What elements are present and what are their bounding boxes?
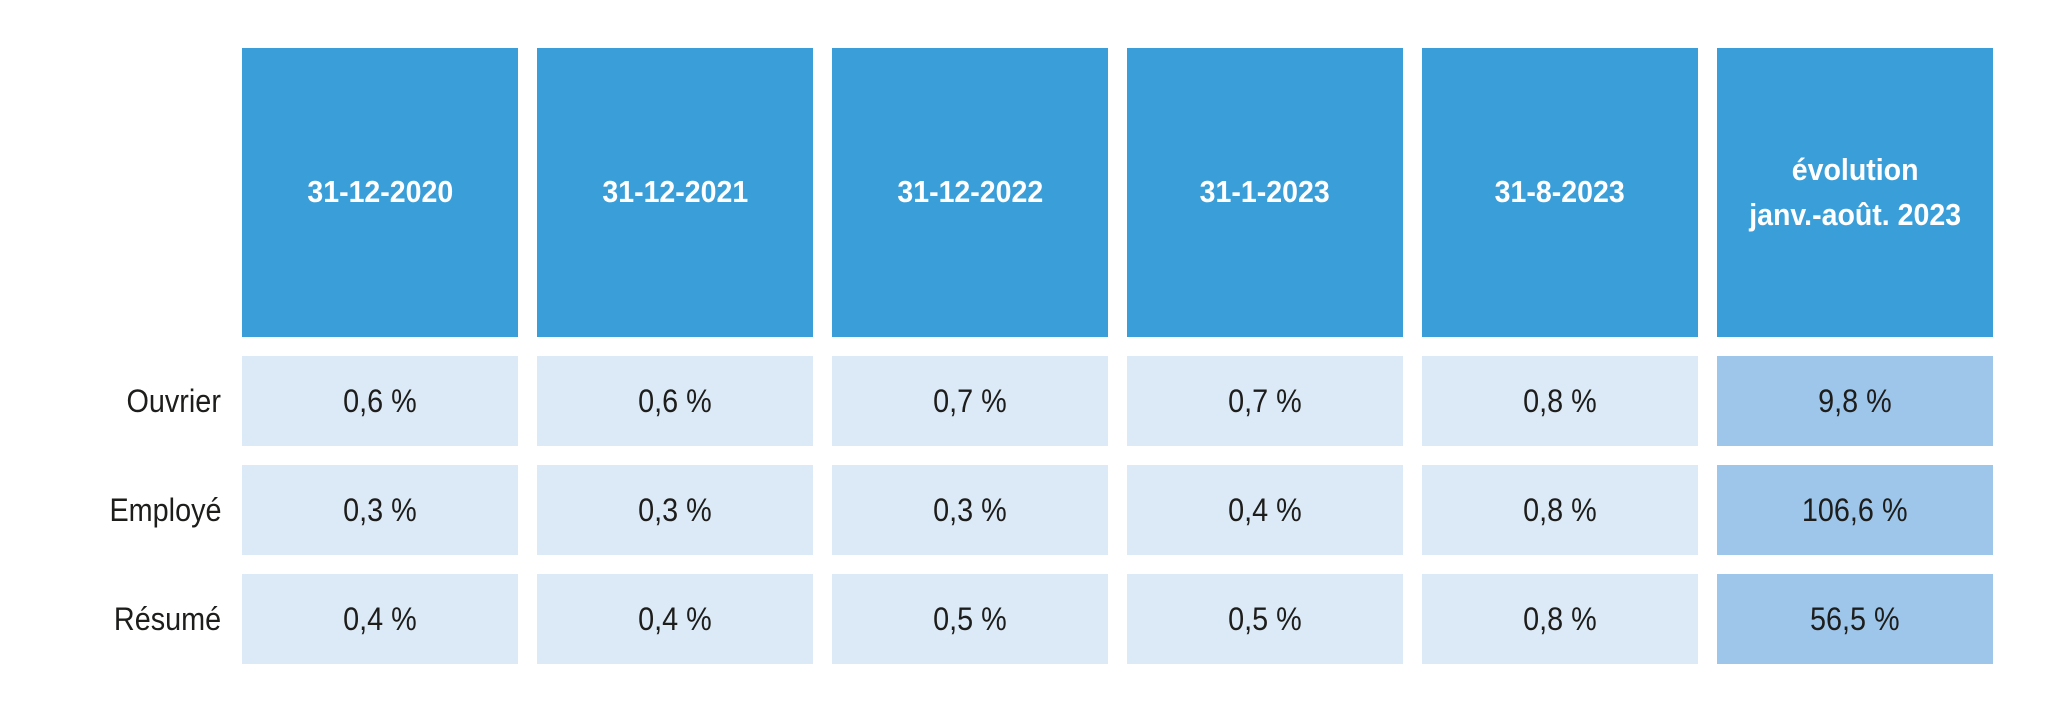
row-label-employe: Employé [0,465,223,555]
cell-value: 0,3 % [638,491,712,528]
corner-spacer [0,48,223,337]
table-cell: 0,8 % [1422,574,1698,664]
cell-value: 0,3 % [343,491,417,528]
table-cell: 0,5 % [832,574,1108,664]
column-header-label: 31-12-2020 [307,174,453,210]
column-header-31-12-2021: 31-12-2021 [537,48,813,337]
column-header-31-12-2020: 31-12-2020 [242,48,518,337]
column-header-label: évolution janv.-août. 2023 [1749,148,1961,238]
evolution-header-line1: évolution [1791,151,1919,187]
column-header-evolution: évolution janv.-août. 2023 [1717,48,1993,337]
table-cell: 0,4 % [1127,465,1403,555]
row-label-ouvrier: Ouvrier [0,356,223,446]
row-label-text: Employé [108,491,221,528]
table-cell: 0,3 % [537,465,813,555]
cell-value: 0,6 % [343,382,417,419]
table-cell: 0,5 % [1127,574,1403,664]
table-cell: 0,8 % [1422,356,1698,446]
column-header-31-1-2023: 31-1-2023 [1127,48,1403,337]
column-header-label: 31-12-2022 [897,174,1043,210]
table-cell-evolution: 106,6 % [1717,465,1993,555]
column-header-label: 31-8-2023 [1494,174,1626,210]
column-header-label: 31-1-2023 [1199,174,1331,210]
table-cell: 0,6 % [537,356,813,446]
cell-value: 0,5 % [933,600,1007,637]
table-cell: 0,3 % [242,465,518,555]
table-cell: 0,7 % [1127,356,1403,446]
cell-value: 0,3 % [933,491,1007,528]
cell-value: 0,7 % [1228,382,1302,419]
table-cell: 0,4 % [537,574,813,664]
table-cell: 0,7 % [832,356,1108,446]
cell-value: 0,7 % [933,382,1007,419]
cell-value: 0,4 % [343,600,417,637]
table-cell: 0,6 % [242,356,518,446]
table-cell: 0,3 % [832,465,1108,555]
column-header-label: 31-12-2021 [602,174,748,210]
cell-value: 56,5 % [1810,600,1900,637]
table-cell: 0,4 % [242,574,518,664]
table: 31-12-2020 31-12-2021 31-12-2022 31-1-20… [0,48,1993,664]
table-cell-evolution: 9,8 % [1717,356,1993,446]
row-label-resume: Résumé [0,574,223,664]
cell-value: 0,6 % [638,382,712,419]
row-label-text: Ouvrier [126,382,221,419]
cell-value: 0,8 % [1523,600,1597,637]
cell-value: 0,8 % [1523,491,1597,528]
table-cell: 0,8 % [1422,465,1698,555]
row-label-text: Résumé [113,600,221,637]
cell-value: 0,5 % [1228,600,1302,637]
cell-value: 0,8 % [1523,382,1597,419]
cell-value: 0,4 % [638,600,712,637]
column-header-31-8-2023: 31-8-2023 [1422,48,1698,337]
column-header-31-12-2022: 31-12-2022 [832,48,1108,337]
evolution-header-line2: janv.-août. 2023 [1749,196,1961,232]
table-cell-evolution: 56,5 % [1717,574,1993,664]
cell-value: 9,8 % [1818,382,1892,419]
cell-value: 0,4 % [1228,491,1302,528]
cell-value: 106,6 % [1802,491,1908,528]
